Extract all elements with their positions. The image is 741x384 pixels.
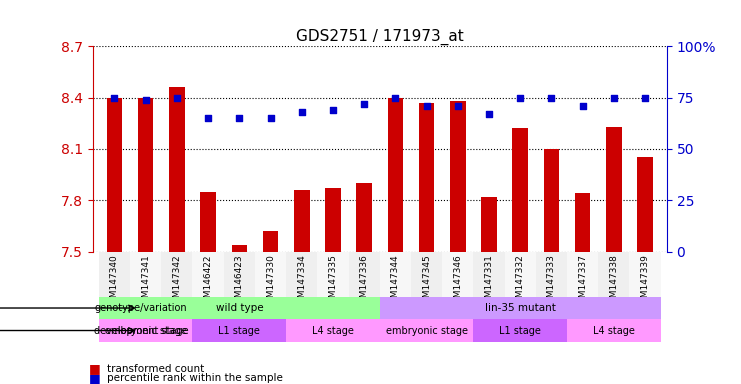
Point [171, 94, 183, 101]
Text: embryonic stage: embryonic stage [104, 326, 187, 336]
Bar [567, 319, 661, 342]
Point [639, 94, 651, 101]
Text: GSM147341: GSM147341 [142, 254, 150, 309]
Text: GSM147332: GSM147332 [516, 254, 525, 309]
Point [233, 115, 245, 121]
Text: GSM147334: GSM147334 [297, 254, 306, 309]
Point [140, 96, 152, 103]
Bar [442, 252, 473, 297]
Text: GSM147331: GSM147331 [485, 254, 494, 309]
Bar [544, 149, 559, 252]
Bar [99, 319, 193, 342]
Text: GSM147336: GSM147336 [359, 254, 369, 309]
Bar [286, 319, 379, 342]
Text: GSM147330: GSM147330 [266, 254, 275, 309]
Bar [317, 252, 348, 297]
Bar [629, 252, 661, 297]
Point [390, 94, 402, 101]
Point [327, 107, 339, 113]
Text: GSM147342: GSM147342 [173, 254, 182, 309]
Bar [419, 103, 434, 252]
Text: GSM147338: GSM147338 [609, 254, 618, 309]
Bar [231, 245, 247, 252]
Bar [356, 183, 372, 252]
Bar [598, 252, 629, 297]
Bar [107, 98, 122, 252]
Text: GSM146423: GSM146423 [235, 254, 244, 309]
Point [608, 94, 619, 101]
Bar [379, 252, 411, 297]
Text: L4 stage: L4 stage [593, 326, 635, 336]
Bar [169, 87, 185, 252]
Point [265, 115, 276, 121]
Bar [263, 231, 279, 252]
Point [514, 94, 526, 101]
Text: ■: ■ [89, 372, 101, 384]
Text: lin-35 mutant: lin-35 mutant [485, 303, 556, 313]
Text: GSM147346: GSM147346 [453, 254, 462, 309]
Point [296, 109, 308, 115]
Bar [606, 127, 622, 252]
Bar [99, 297, 379, 319]
Bar [294, 190, 310, 252]
Bar [473, 319, 567, 342]
Text: genotype/variation: genotype/variation [94, 303, 187, 313]
Bar [505, 252, 536, 297]
Text: development stage: development stage [94, 326, 189, 336]
Text: embryonic stage: embryonic stage [385, 326, 468, 336]
Point [421, 103, 433, 109]
Text: GSM147333: GSM147333 [547, 254, 556, 309]
Bar [637, 157, 653, 252]
Bar [193, 252, 224, 297]
Bar [286, 252, 317, 297]
Point [202, 115, 214, 121]
Bar [379, 319, 473, 342]
Text: L1 stage: L1 stage [219, 326, 260, 336]
Point [483, 111, 495, 117]
Point [452, 103, 464, 109]
Bar [513, 128, 528, 252]
Bar [193, 319, 286, 342]
Bar [575, 194, 591, 252]
Bar [536, 252, 567, 297]
Bar [567, 252, 598, 297]
Bar [200, 192, 216, 252]
Bar [255, 252, 286, 297]
Bar [379, 297, 661, 319]
Text: L4 stage: L4 stage [312, 326, 354, 336]
Bar [411, 252, 442, 297]
Bar [388, 98, 403, 252]
Bar [138, 98, 153, 252]
Text: GSM147337: GSM147337 [578, 254, 587, 309]
Bar [99, 252, 130, 297]
Bar [348, 252, 379, 297]
Point [358, 101, 370, 107]
Point [108, 94, 120, 101]
Text: GSM147335: GSM147335 [328, 254, 337, 309]
Bar [481, 197, 496, 252]
Bar [450, 101, 465, 252]
Text: GSM147345: GSM147345 [422, 254, 431, 309]
Bar [325, 188, 341, 252]
Bar [224, 252, 255, 297]
Text: ■: ■ [89, 362, 101, 375]
Text: GSM147339: GSM147339 [640, 254, 650, 309]
Text: wild type: wild type [216, 303, 263, 313]
Text: percentile rank within the sample: percentile rank within the sample [107, 373, 283, 383]
Text: GSM147344: GSM147344 [391, 254, 400, 309]
Text: L1 stage: L1 stage [499, 326, 541, 336]
Point [576, 103, 588, 109]
Title: GDS2751 / 171973_at: GDS2751 / 171973_at [296, 28, 464, 45]
Text: GSM146422: GSM146422 [204, 254, 213, 308]
Bar [162, 252, 193, 297]
Text: GSM147340: GSM147340 [110, 254, 119, 309]
Bar [473, 252, 505, 297]
Point [545, 94, 557, 101]
Bar [130, 252, 162, 297]
Text: transformed count: transformed count [107, 364, 205, 374]
